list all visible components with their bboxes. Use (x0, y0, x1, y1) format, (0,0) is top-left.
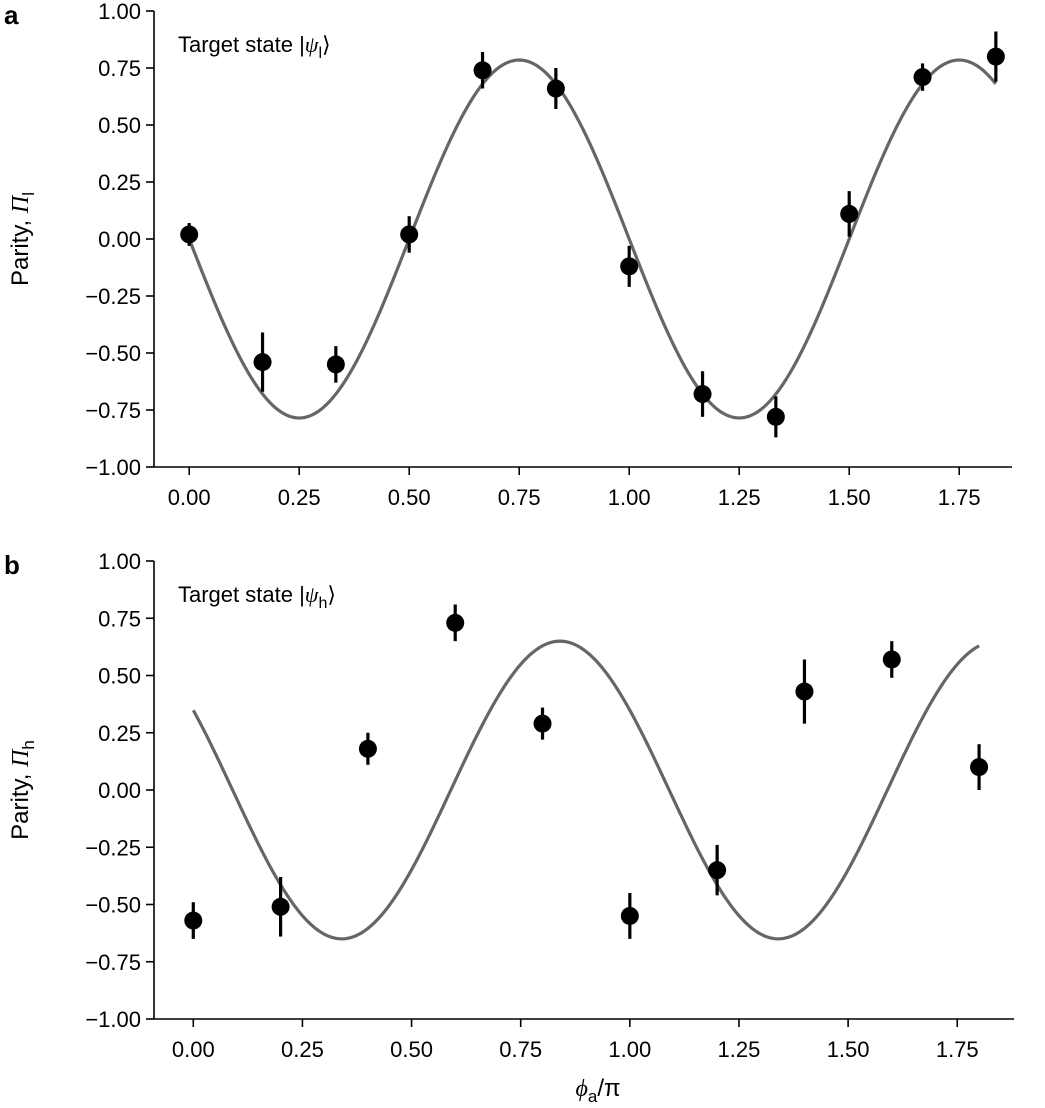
x-tick-label: 1.50 (827, 1037, 870, 1062)
x-tick-label: 1.25 (718, 485, 761, 510)
y-tick-label: −1.00 (85, 1007, 141, 1032)
data-point (986, 47, 1005, 66)
x-axis-title-b: ϕa/π (575, 1075, 620, 1106)
y-tick-label: 0.75 (98, 606, 141, 631)
data-point (184, 911, 203, 930)
data-point (271, 897, 290, 916)
y-tick-label: 1.00 (98, 0, 141, 24)
data-point (533, 714, 552, 733)
y-tick-label: 0.00 (98, 778, 141, 803)
y-tick-label: 0.25 (98, 721, 141, 746)
y-tick-label: 0.50 (98, 664, 141, 689)
x-tick-label: 0.00 (168, 485, 211, 510)
data-point (913, 68, 932, 87)
data-point (795, 682, 814, 701)
data-point (180, 225, 199, 244)
y-tick-label: 0.75 (98, 56, 141, 81)
panel-label-b: b (4, 550, 20, 580)
panel-a: a Target state |ψl⟩ Parity, Πl −1.00 −0.7… (4, 0, 1012, 510)
data-point (882, 650, 901, 669)
data-point (970, 758, 989, 777)
data-point (253, 353, 272, 372)
y-axis-title-b: Parity, Πh (7, 740, 38, 840)
x-tick-label: 0.50 (390, 1037, 433, 1062)
data-point (473, 61, 492, 80)
y-tick-label: 0.25 (98, 170, 141, 195)
y-tick-label: 0.50 (98, 113, 141, 138)
data-point (766, 407, 785, 426)
x-tick-label: 1.25 (718, 1037, 761, 1062)
x-tick-label: 1.00 (608, 485, 651, 510)
data-point (326, 355, 345, 374)
panel-b: b Target state |ψh⟩ Parity, Πh ϕa/π −1.0… (4, 549, 1014, 1106)
annotation-b: Target state |ψh⟩ (178, 582, 336, 612)
panel-label-a: a (4, 0, 19, 30)
data-point (620, 906, 639, 925)
data-point (693, 385, 712, 404)
y-tick-label: −0.75 (85, 950, 141, 975)
data-point (620, 257, 639, 276)
x-tick-label: 0.50 (388, 485, 431, 510)
y-tick-label: −0.25 (85, 284, 141, 309)
data-point (358, 739, 377, 758)
y-tick-label: −1.00 (85, 455, 141, 480)
x-tick-label: 0.25 (281, 1037, 324, 1062)
y-tick-label: −0.50 (85, 893, 141, 918)
data-point (400, 225, 419, 244)
x-tick-label: 1.75 (936, 1037, 979, 1062)
y-tick-label: −0.50 (85, 341, 141, 366)
x-tick-label: 1.00 (608, 1037, 651, 1062)
x-tick-label: 0.00 (172, 1037, 215, 1062)
data-point (546, 79, 565, 98)
y-tick-label: −0.75 (85, 398, 141, 423)
x-tick-label: 1.75 (938, 485, 981, 510)
x-tick-label: 0.75 (498, 485, 541, 510)
fit-curve (187, 58, 997, 420)
fit-curve (191, 639, 980, 941)
data-point (708, 861, 727, 880)
plot-area-b: −1.00 −0.75 −0.50 −0.25 0.00 0.25 0.50 0.75 1.00… (85, 549, 1014, 1062)
x-tick-label: 1.50 (828, 485, 871, 510)
plot-area-a: −1.00 −0.75 −0.50 −0.25 0.00 0.25 0.50 0.75 1.00… (85, 0, 1012, 510)
data-point (840, 204, 859, 223)
y-axis-title-a: Parity, Πl (7, 192, 38, 286)
data-point (446, 613, 465, 632)
x-tick-label: 0.75 (499, 1037, 542, 1062)
y-tick-label: 0.00 (98, 227, 141, 252)
annotation-a: Target state |ψl⟩ (178, 32, 331, 62)
x-tick-label: 0.25 (278, 485, 321, 510)
y-tick-label: 1.00 (98, 549, 141, 574)
y-tick-label: −0.25 (85, 835, 141, 860)
